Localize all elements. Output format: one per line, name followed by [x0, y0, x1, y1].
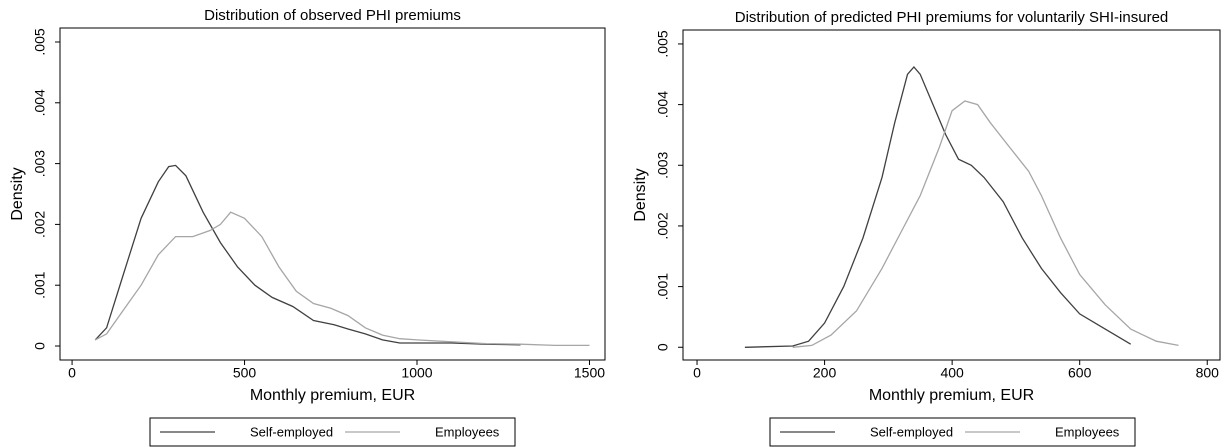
- plot-frame: [682, 29, 1221, 361]
- plot-frame: [59, 27, 606, 361]
- y-tick-label: .004: [32, 89, 48, 116]
- y-tick-label: .004: [655, 91, 671, 118]
- density-line: [792, 100, 1179, 348]
- x-tick-label: 0: [68, 365, 76, 381]
- y-tick-label: .003: [32, 150, 48, 177]
- legend-box: [149, 417, 516, 447]
- x-tick-label: 500: [233, 365, 257, 381]
- y-tick-label: .001: [32, 271, 48, 298]
- x-tick-label: 200: [813, 365, 837, 381]
- chart-title: Distribution of observed PHI premiums: [204, 7, 461, 24]
- legend-label: Employees: [1055, 424, 1120, 439]
- y-axis-label: Density: [9, 167, 26, 220]
- x-axis-label: Monthly premium, EUR: [869, 387, 1034, 404]
- y-tick-label: .005: [32, 28, 48, 55]
- density-line: [94, 211, 590, 347]
- legend-box: [769, 417, 1136, 447]
- y-tick-label: .005: [655, 30, 671, 57]
- legend-label: Self-employed: [870, 424, 953, 439]
- density-line: [744, 66, 1132, 348]
- y-tick-label: .002: [655, 212, 671, 239]
- y-tick-label: .002: [32, 211, 48, 238]
- panel: Distribution of predicted PHI premiums f…: [632, 9, 1221, 447]
- x-tick-label: 1000: [401, 365, 432, 381]
- legend-label: Self-employed: [250, 424, 333, 439]
- y-tick-label: 0: [32, 342, 48, 350]
- legend-label: Employees: [435, 424, 500, 439]
- x-axis-label: Monthly premium, EUR: [250, 387, 415, 404]
- y-axis-label: Density: [632, 168, 649, 221]
- y-tick-label: .003: [655, 151, 671, 178]
- density-line: [94, 164, 521, 346]
- y-tick-label: .001: [655, 273, 671, 300]
- y-tick-label: 0: [655, 343, 671, 351]
- chart-title: Distribution of predicted PHI premiums f…: [735, 9, 1169, 26]
- x-tick-label: 800: [1196, 365, 1220, 381]
- x-tick-label: 400: [940, 365, 964, 381]
- x-tick-label: 1500: [574, 365, 605, 381]
- panel: Distribution of observed PHI premiums Mon…: [9, 7, 606, 447]
- x-tick-label: 600: [1068, 365, 1092, 381]
- x-tick-label: 0: [693, 365, 701, 381]
